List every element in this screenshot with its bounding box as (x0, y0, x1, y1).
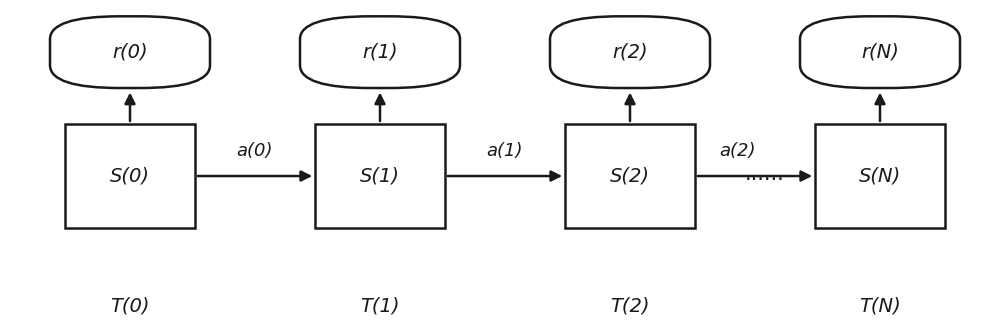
Text: S(1): S(1) (360, 167, 400, 185)
Text: T(1): T(1) (360, 297, 400, 316)
FancyBboxPatch shape (315, 124, 445, 228)
Text: T(0): T(0) (110, 297, 150, 316)
FancyBboxPatch shape (565, 124, 695, 228)
Text: S(2): S(2) (610, 167, 650, 185)
FancyBboxPatch shape (550, 16, 710, 88)
FancyBboxPatch shape (800, 16, 960, 88)
FancyBboxPatch shape (300, 16, 460, 88)
FancyBboxPatch shape (65, 124, 195, 228)
Text: ......: ...... (745, 164, 785, 185)
Text: S(N): S(N) (859, 167, 901, 185)
Text: r(N): r(N) (861, 43, 899, 62)
Text: a(1): a(1) (487, 142, 523, 160)
Text: r(2): r(2) (612, 43, 648, 62)
Text: T(N): T(N) (859, 297, 901, 316)
Text: r(1): r(1) (362, 43, 398, 62)
FancyBboxPatch shape (50, 16, 210, 88)
Text: a(0): a(0) (237, 142, 273, 160)
Text: T(2): T(2) (610, 297, 650, 316)
Text: a(2): a(2) (720, 142, 756, 160)
Text: r(0): r(0) (112, 43, 148, 62)
Text: S(0): S(0) (110, 167, 150, 185)
FancyBboxPatch shape (815, 124, 945, 228)
